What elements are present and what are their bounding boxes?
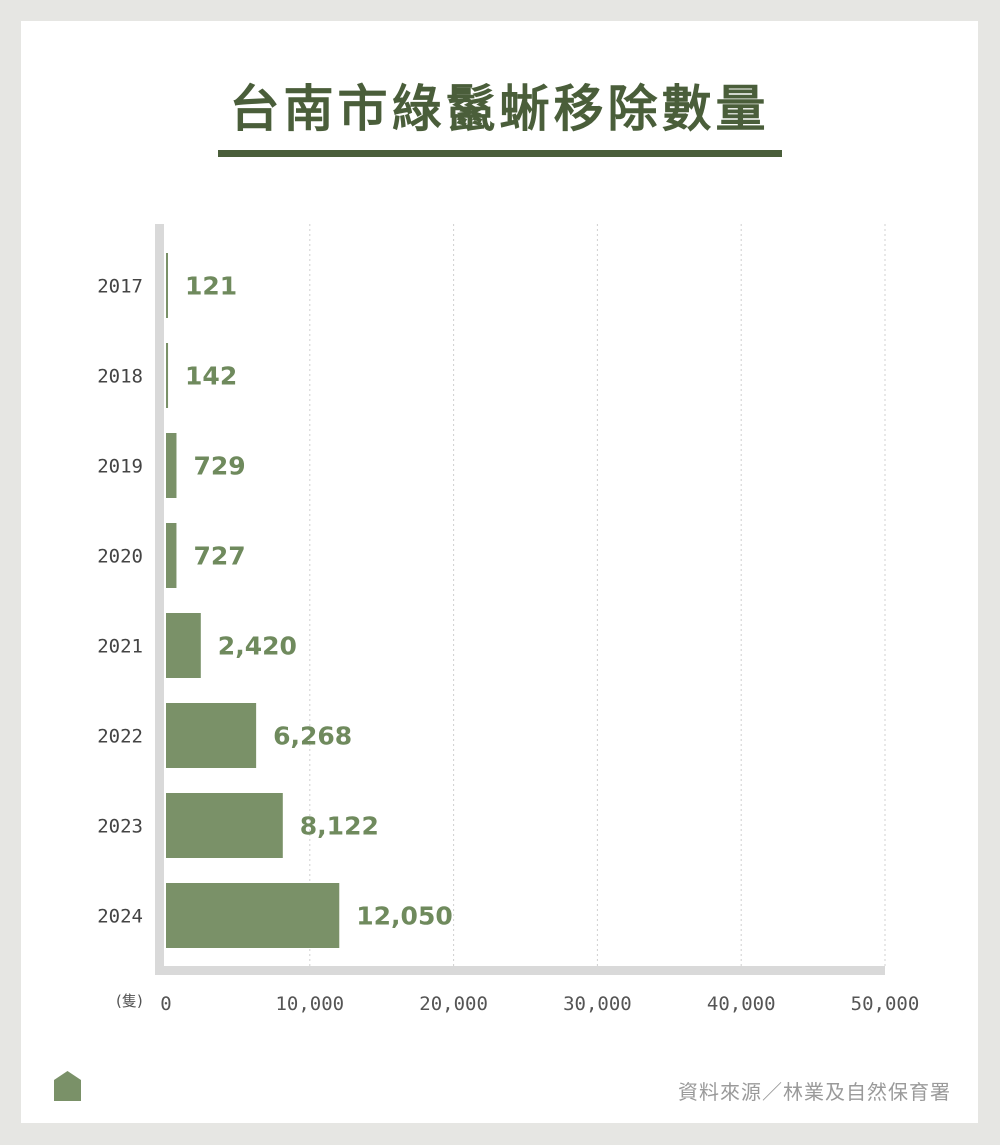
y-category-label: 2018 [97, 366, 143, 388]
bar [166, 793, 283, 858]
x-tick-label: 50,000 [851, 993, 920, 1015]
bar [166, 703, 257, 768]
bar [166, 523, 177, 588]
bar-value-label: 2,420 [218, 632, 297, 661]
x-tick-label: 30,000 [563, 993, 632, 1015]
x-tick-label: 20,000 [419, 993, 488, 1015]
bar-value-label: 729 [193, 452, 245, 481]
bar [166, 253, 168, 318]
x-tick-label: 40,000 [707, 993, 776, 1015]
y-category-label: 2020 [97, 546, 143, 568]
y-category-label: 2024 [97, 906, 143, 928]
y-category-label: 2022 [97, 726, 143, 748]
house-icon [54, 1071, 81, 1101]
y-category-label: 2019 [97, 456, 143, 478]
chart-title: 台南市綠鬣蜥移除數量 [229, 80, 770, 138]
x-tick-label: 10,000 [275, 993, 344, 1015]
bar [166, 883, 340, 948]
bar-value-label: 142 [185, 362, 237, 391]
x-tick-label: 0 [160, 993, 171, 1015]
y-axis-line [155, 224, 164, 975]
bar-value-label: 121 [185, 272, 237, 301]
bar-value-label: 6,268 [273, 722, 352, 751]
bar [166, 343, 169, 408]
bar [166, 613, 201, 678]
x-axis-line [155, 966, 885, 975]
bar-chart: 0 10,000 20,000 30,000 40,000 50,000 2017 121 20… [97, 224, 920, 1015]
title-underline [218, 150, 782, 157]
bar-value-label: 8,122 [300, 812, 379, 841]
bar-value-label: 12,050 [356, 902, 452, 931]
bar [166, 433, 177, 498]
y-category-label: 2023 [97, 816, 143, 838]
source-note: 資料來源／林業及自然保育署 [678, 1080, 951, 1104]
y-category-label: 2021 [97, 636, 143, 658]
y-category-label: 2017 [97, 276, 143, 298]
chart-card: 台南市綠鬣蜥移除數量 0 10,000 20,000 30,000 40,000 50,0… [21, 21, 978, 1123]
bar-value-label: 727 [193, 542, 245, 571]
x-axis-unit-label: (隻) [116, 992, 143, 1010]
